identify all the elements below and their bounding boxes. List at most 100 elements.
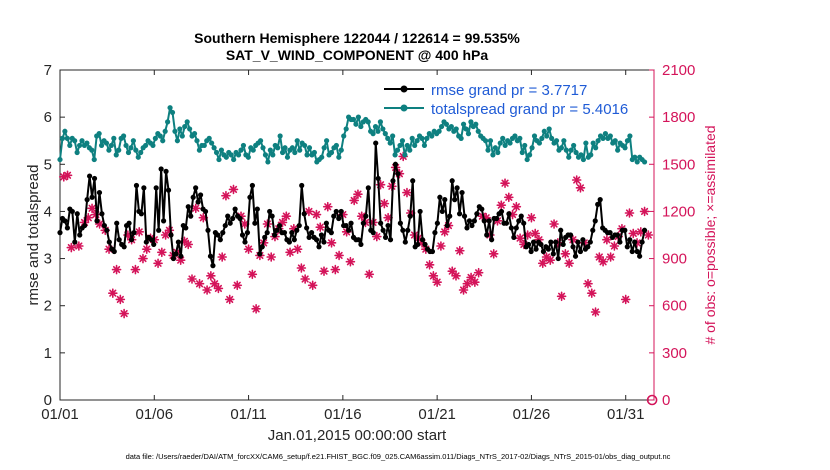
series-point-1 — [319, 154, 325, 160]
series-point-0 — [296, 222, 302, 229]
series-point-1 — [108, 142, 114, 149]
y-tick-label-left: 6 — [44, 109, 52, 126]
y-tick-label-left: 4 — [44, 203, 52, 220]
obs-assimilated-marker — [575, 183, 586, 193]
obs-assimilated-marker — [583, 278, 593, 289]
series-point-0 — [639, 239, 645, 245]
series-point-1 — [235, 152, 242, 158]
series-point-0 — [148, 237, 154, 243]
series-point-1 — [475, 128, 481, 134]
series-point-0 — [165, 187, 172, 193]
series-point-1 — [382, 131, 388, 137]
series-point-0 — [328, 230, 334, 236]
series-point-0 — [323, 220, 329, 226]
series-point-1 — [468, 119, 474, 125]
obs-assimilated-marker — [432, 277, 442, 287]
obs-assimilated-marker — [183, 239, 194, 250]
series-point-1 — [558, 145, 565, 151]
series-point-0 — [207, 253, 214, 259]
series-point-1 — [590, 140, 596, 146]
series-point-0 — [550, 251, 556, 257]
series-point-1 — [277, 133, 283, 139]
series-point-0 — [138, 211, 144, 217]
series-point-0 — [567, 232, 574, 238]
obs-assimilated-marker — [311, 209, 322, 220]
series-point-0 — [592, 218, 598, 224]
obs-assimilated-marker — [639, 206, 650, 217]
series-point-1 — [531, 133, 538, 139]
obs-assimilated-marker — [345, 256, 356, 267]
obs-assimilated-marker — [138, 253, 148, 264]
series-point-1 — [160, 138, 166, 144]
series-point-1 — [336, 154, 342, 160]
series-point-0 — [607, 230, 613, 236]
series-point-0 — [217, 237, 223, 243]
y-axis-left-ticks: 0 1 2 3 4 5 6 7 — [44, 62, 65, 409]
obs-assimilated-marker — [462, 278, 473, 289]
series-point-1 — [157, 133, 163, 139]
series-point-0 — [555, 255, 561, 262]
series-point-1 — [487, 138, 494, 144]
obs-assimilated-marker — [530, 228, 541, 239]
legend-label-totalspread: totalspread grand pr = 5.4016 — [431, 101, 628, 118]
data-file-footer: data file: /Users/raeder/DAI/ATM_forcXX/… — [126, 452, 671, 461]
y-tick-label-left: 7 — [44, 62, 52, 79]
series-point-1 — [98, 142, 105, 149]
series-point-1 — [458, 135, 464, 141]
series-point-0 — [163, 168, 169, 174]
series-point-1 — [130, 138, 136, 144]
series-point-0 — [294, 227, 300, 233]
series-point-0 — [469, 222, 475, 229]
series-point-0 — [106, 239, 112, 245]
x-tick-label: 01/06 — [136, 406, 174, 423]
series-point-0 — [637, 253, 643, 259]
series-point-0 — [131, 230, 137, 236]
obs-assimilated-marker — [515, 233, 525, 243]
obs-assimilated-marker — [157, 247, 167, 258]
series-point-0 — [375, 175, 381, 182]
series-point-1 — [566, 154, 572, 160]
series-point-0 — [526, 241, 532, 248]
y-axis-right-label: # of obs: o=possible; ×=assimilated — [702, 125, 718, 344]
series-lines — [57, 105, 648, 269]
series-point-1 — [74, 149, 80, 156]
obs-assimilated-marker — [624, 208, 635, 218]
series-point-1 — [301, 142, 308, 149]
series-point-1 — [231, 156, 237, 163]
series-point-1 — [284, 154, 291, 160]
series-point-0 — [461, 213, 468, 219]
series-point-1 — [622, 145, 628, 151]
series-point-0 — [239, 232, 246, 238]
series-point-1 — [500, 135, 506, 141]
series-point-0 — [133, 182, 140, 189]
series-point-0 — [276, 222, 283, 229]
series-point-1 — [172, 128, 178, 134]
series-point-1 — [438, 123, 445, 130]
series-point-1 — [419, 135, 425, 141]
series-point-1 — [135, 154, 141, 160]
series-point-1 — [123, 142, 129, 149]
series-point-0 — [237, 215, 243, 222]
series-point-1 — [624, 138, 631, 144]
series-point-1 — [67, 142, 73, 149]
series-point-0 — [267, 208, 273, 215]
series-point-1 — [297, 147, 303, 153]
series-point-1 — [412, 142, 418, 149]
series-point-0 — [358, 241, 364, 248]
series-point-0 — [289, 230, 295, 236]
series-point-1 — [390, 133, 396, 139]
series-point-0 — [370, 230, 376, 236]
series-point-0 — [447, 213, 453, 219]
series-point-1 — [497, 140, 503, 146]
obs-assimilated-marker — [549, 219, 559, 229]
obs-assimilated-marker — [379, 198, 390, 209]
obs-assimilated-marker — [454, 245, 465, 256]
series-point-1 — [612, 138, 618, 144]
series-point-1 — [187, 126, 193, 132]
series-point-1 — [365, 119, 371, 125]
x-tick-label: 01/16 — [324, 406, 362, 423]
series-point-0 — [481, 218, 487, 224]
series-point-0 — [511, 234, 517, 240]
obs-assimilated-marker — [322, 201, 333, 212]
obs-assimilated-marker — [560, 249, 571, 259]
